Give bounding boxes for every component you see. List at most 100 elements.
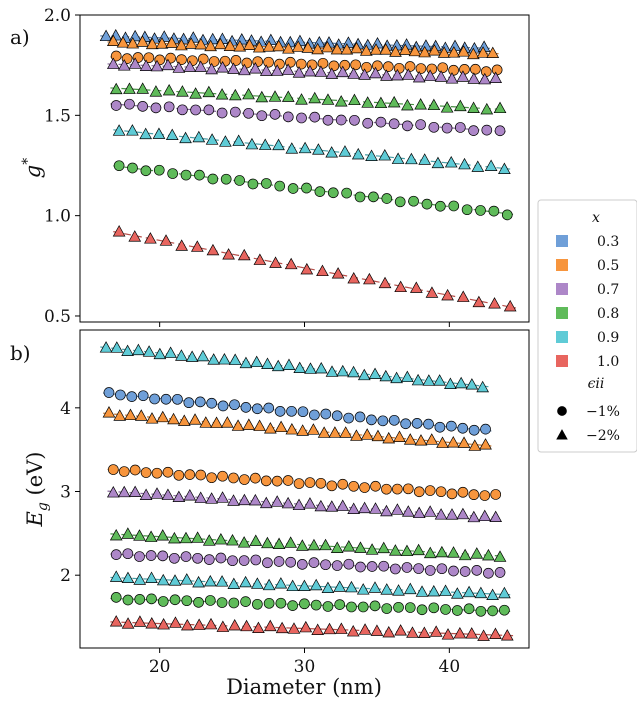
data-point	[359, 482, 370, 493]
data-point	[181, 595, 193, 607]
data-point	[381, 483, 392, 495]
data-point	[248, 493, 262, 506]
data-point	[202, 534, 216, 546]
data-point	[389, 45, 402, 57]
data-point	[439, 584, 452, 596]
data-point	[263, 619, 277, 632]
data-point	[440, 604, 451, 615]
panel-b-ylabel-text: Eg (eV)	[23, 452, 51, 528]
data-point	[206, 397, 218, 409]
data-point	[394, 280, 408, 293]
data-point	[106, 486, 120, 498]
legend-label: 0.7	[597, 282, 619, 298]
panel-a-ytick-label: 2.0	[44, 6, 71, 26]
data-point	[106, 57, 120, 69]
data-point	[216, 491, 229, 503]
data-point	[337, 478, 349, 490]
data-point	[346, 601, 357, 613]
panel-b-series-x0.3-strain-1	[103, 387, 492, 436]
data-point	[389, 544, 402, 556]
data-point	[117, 485, 131, 498]
data-point	[192, 575, 205, 588]
data-point	[394, 196, 406, 208]
data-point	[183, 489, 197, 501]
data-point	[304, 362, 317, 374]
data-point	[168, 574, 182, 586]
data-point	[415, 119, 426, 130]
data-point	[327, 187, 339, 199]
data-point	[145, 550, 157, 561]
legend-swatch	[556, 259, 568, 271]
data-point	[273, 556, 285, 567]
data-point	[204, 595, 216, 606]
data-point	[398, 43, 412, 55]
data-point	[365, 149, 378, 161]
data-point	[345, 580, 358, 593]
data-point	[322, 601, 334, 612]
data-point	[150, 102, 162, 114]
data-point	[343, 558, 355, 570]
data-point	[188, 413, 202, 425]
panel-a-series-x0.7-strain-1	[110, 98, 506, 137]
data-point	[476, 46, 490, 58]
data-point	[222, 248, 235, 260]
data-point	[479, 490, 491, 501]
data-point	[400, 370, 414, 383]
data-point	[424, 485, 436, 496]
data-point	[228, 353, 242, 365]
data-point	[228, 597, 240, 609]
data-point	[427, 98, 441, 111]
data-point	[248, 62, 262, 74]
data-point	[308, 91, 322, 104]
data-point	[293, 361, 307, 373]
data-point	[498, 162, 511, 174]
data-point	[231, 419, 245, 431]
data-point	[440, 101, 454, 113]
legend-title-x: x	[592, 210, 600, 226]
data-point	[418, 45, 432, 58]
data-point	[133, 615, 147, 627]
data-point	[311, 42, 324, 55]
data-point	[126, 124, 139, 136]
data-point	[282, 42, 295, 54]
data-point	[394, 624, 407, 636]
data-point	[217, 470, 228, 482]
panel-b: 2 3 4 20 30 40 b) Eg (eV) Diameter (nm)	[10, 329, 530, 699]
data-point	[239, 356, 253, 369]
panel-b-series-x0.7-strain-1	[110, 548, 506, 579]
data-point	[331, 560, 343, 571]
data-point	[183, 397, 195, 409]
data-point	[180, 618, 194, 631]
data-point	[348, 480, 360, 492]
data-point	[428, 602, 440, 614]
data-point	[146, 593, 157, 605]
data-point	[322, 114, 334, 126]
data-point	[191, 531, 204, 543]
legend-title-strain: ϵii	[588, 376, 605, 392]
data-point	[110, 549, 122, 560]
data-point	[151, 467, 163, 479]
data-point	[401, 98, 414, 111]
data-point	[112, 225, 126, 237]
data-point	[370, 624, 384, 636]
data-point	[422, 374, 436, 386]
data-point	[465, 627, 479, 639]
data-point	[307, 538, 321, 551]
data-point	[424, 565, 436, 576]
data-point	[261, 357, 274, 369]
data-point	[185, 350, 199, 362]
data-point	[215, 88, 229, 100]
data-point	[467, 510, 481, 523]
data-point	[493, 550, 507, 562]
data-point	[434, 200, 446, 212]
panel-a-series-x0.7-strain-2	[106, 57, 503, 85]
data-point	[304, 477, 316, 488]
panel-a-ytick-label: 1.0	[44, 207, 71, 227]
data-point	[297, 406, 309, 418]
data-point	[230, 55, 242, 66]
panel-b-series-x1.0-strain-2	[109, 615, 514, 641]
data-point	[282, 111, 294, 123]
data-point	[240, 619, 253, 632]
panel-a-label: a)	[10, 25, 30, 49]
data-point	[320, 408, 332, 420]
